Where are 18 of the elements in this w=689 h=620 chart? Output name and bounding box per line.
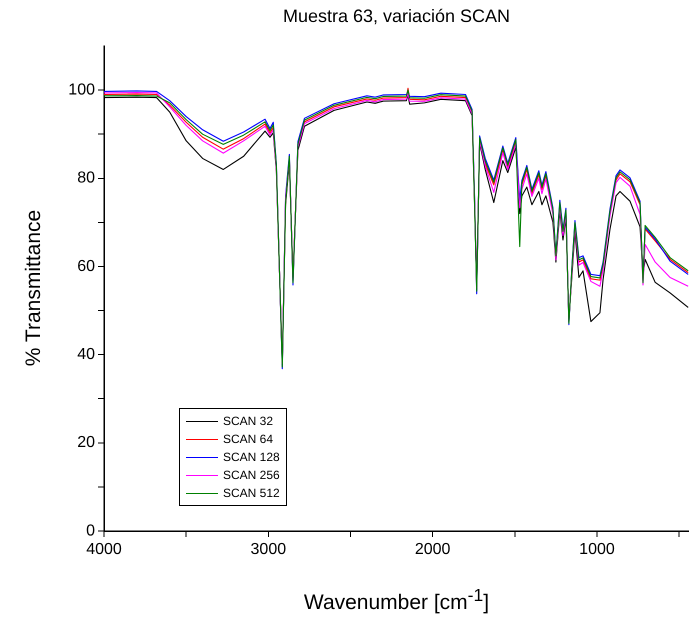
y-tick-label: 20 <box>77 434 96 452</box>
chart-title: Muestra 63, variación SCAN <box>282 6 512 27</box>
y-tick-label: 0 <box>86 522 96 540</box>
y-axis-title: % Transmittance <box>22 210 46 366</box>
y-tick-label: 60 <box>77 258 96 275</box>
legend-label: SCAN 128 <box>223 450 280 464</box>
legend-label: SCAN 256 <box>223 468 280 482</box>
x-tick-label: 1000 <box>579 541 615 558</box>
x-tick-label: 4000 <box>86 541 122 558</box>
x-tick-label: 3000 <box>250 541 286 558</box>
x-axis-title: Wavenumber [cm$^{-1}$] <box>302 585 490 615</box>
legend-label: SCAN 512 <box>223 486 280 500</box>
legend-label: SCAN 64 <box>223 432 274 446</box>
y-tick-label: 80 <box>77 170 96 187</box>
y-tick-label: 100 <box>68 81 96 98</box>
x-tick-label: 2000 <box>414 541 451 558</box>
legend-label: SCAN 32 <box>223 414 274 428</box>
y-tick-label: 40 <box>77 346 96 364</box>
